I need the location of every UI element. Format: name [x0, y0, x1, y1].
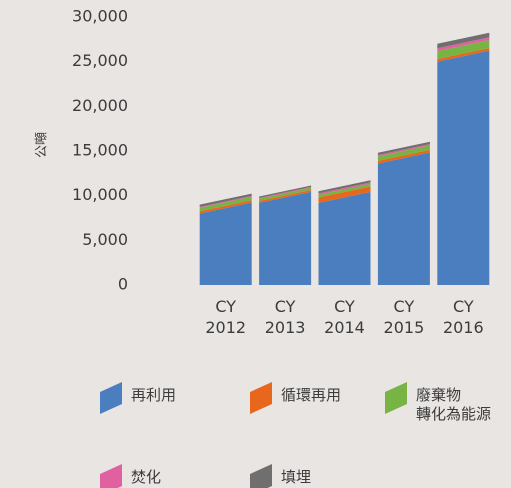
legend-swatch: [385, 382, 407, 414]
x-tick-label: CY 2016: [442, 297, 484, 337]
bar-segment: [437, 37, 490, 51]
legend-label: 循環再用: [281, 386, 342, 404]
legend-label: 填埋: [281, 468, 312, 486]
bar-segment: [259, 187, 312, 202]
bar-segment: [259, 190, 312, 203]
bar-segment: [437, 39, 490, 59]
bar-segment: [259, 191, 312, 285]
legend-swatch: [250, 382, 272, 414]
bar-segment: [199, 195, 252, 208]
bar-segment: [377, 144, 430, 157]
y-tick-label: 20,000: [72, 96, 128, 115]
bar-segment: [199, 196, 252, 212]
legend-label: 焚化: [131, 468, 162, 486]
y-tick-label: 0: [118, 275, 128, 294]
bar-segment: [259, 185, 312, 198]
bar-segment: [377, 141, 430, 156]
bar-segment: [318, 182, 371, 195]
bar-segment: [259, 186, 312, 199]
y-tick-label: 5,000: [82, 230, 128, 249]
y-tick-label: 25,000: [72, 51, 128, 70]
bar-segment: [437, 47, 490, 62]
x-tick-label: CY 2015: [383, 297, 425, 337]
bar-segment: [377, 145, 430, 161]
bar-segment: [318, 191, 371, 285]
y-axis-label: 公噸: [35, 132, 50, 158]
legend-swatch: [100, 464, 122, 488]
bar-segment: [318, 186, 371, 203]
bar-segment: [437, 32, 490, 49]
legend-label: 再利用: [131, 386, 177, 404]
bar-segment: [437, 50, 490, 285]
bar-segment: [377, 149, 430, 164]
bar-segment: [199, 200, 252, 214]
y-tick-label: 30,000: [72, 7, 128, 26]
bar-segment: [318, 180, 371, 194]
x-tick-label: CY 2014: [324, 297, 365, 337]
bar-segment: [377, 152, 430, 285]
x-tick-label: CY 2012: [205, 297, 247, 337]
y-tick-label: 10,000: [72, 185, 128, 204]
bar-segment: [199, 193, 252, 207]
bar-segment: [318, 183, 371, 198]
y-tick-label: 15,000: [72, 141, 128, 160]
legend-swatch: [250, 464, 272, 488]
bar-segment: [199, 202, 252, 285]
legend-label: 廢棄物 轉化為能源: [416, 386, 492, 423]
x-tick-label: CY 2013: [264, 297, 306, 337]
legend-swatch: [100, 382, 122, 414]
